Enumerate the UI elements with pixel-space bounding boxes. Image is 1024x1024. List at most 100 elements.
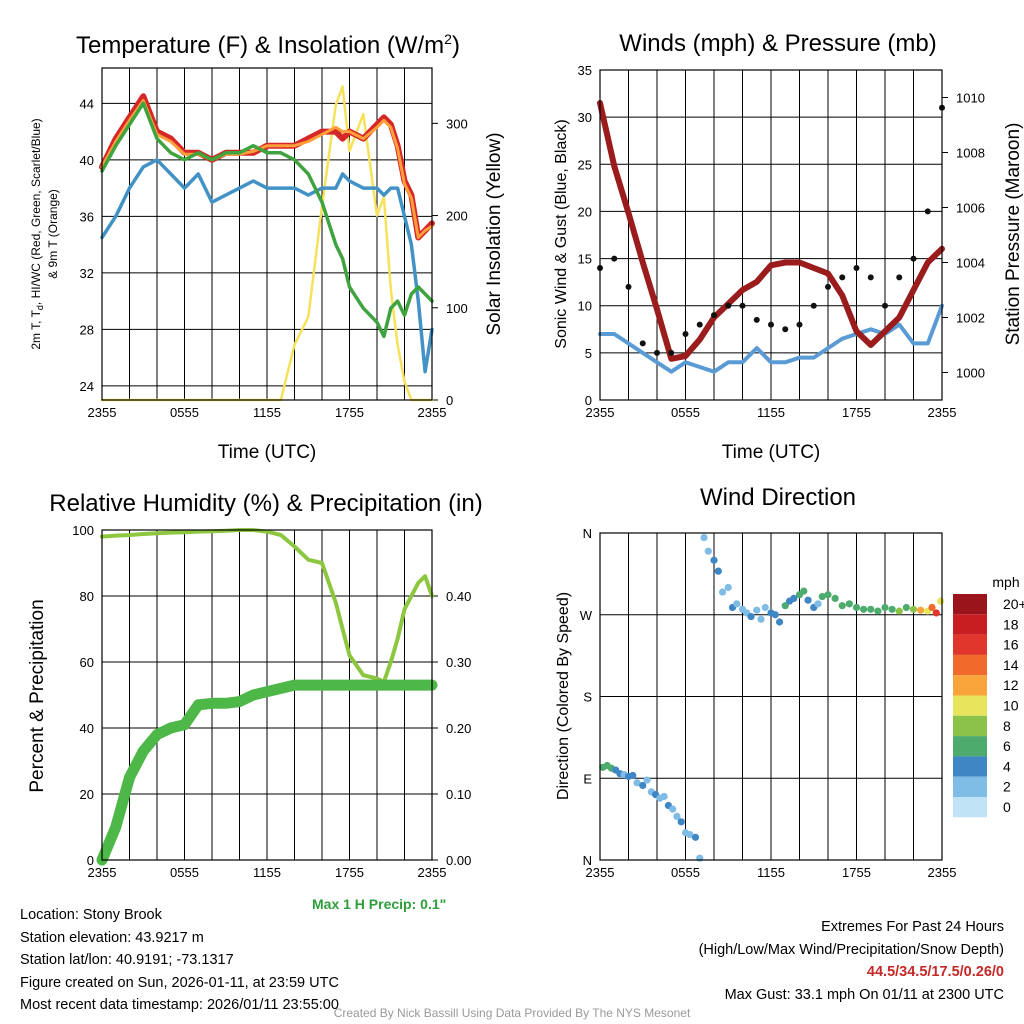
x-axis-label-winds: Time (UTC) xyxy=(722,442,821,463)
y-tick-label-2-1: 20 xyxy=(80,787,94,802)
legend-label-0: 20+ xyxy=(1003,596,1024,612)
x-tick-label-1-1: 0555 xyxy=(671,405,700,420)
direction-point xyxy=(845,600,853,608)
legend-label-8: 4 xyxy=(1003,758,1011,774)
plot-frame-2 xyxy=(101,529,433,861)
legend-label-3: 14 xyxy=(1003,657,1019,673)
x-tick-label-2-0: 2355 xyxy=(88,865,117,880)
y-axis-label-humidity: Percent & Precipitation xyxy=(27,599,48,792)
direction-point xyxy=(710,556,718,564)
legend-swatch-0 xyxy=(953,797,987,818)
direction-point xyxy=(860,605,868,613)
y-tick-label-0-5: 44 xyxy=(80,96,94,111)
y-tick-label-2-2: 40 xyxy=(80,721,94,736)
direction-point xyxy=(633,779,641,787)
series-line-hi-wc xyxy=(100,101,434,339)
legend-swatch-12 xyxy=(953,675,987,696)
legend-label-2: 16 xyxy=(1003,637,1019,653)
x-tick-label-3-3: 1755 xyxy=(842,865,871,880)
y-tick-label-1-6: 30 xyxy=(578,110,592,125)
direction-point xyxy=(629,771,637,780)
legend-swatch-20+ xyxy=(953,594,987,615)
direction-point xyxy=(775,618,784,626)
legend-swatch-2 xyxy=(953,776,987,797)
gust-point xyxy=(753,316,760,323)
x-tick-label-3-2: 1155 xyxy=(757,865,785,880)
legend-label-1: 18 xyxy=(1003,616,1019,632)
series-line-precipitation xyxy=(96,679,438,866)
direction-point xyxy=(824,591,832,599)
x-tick-label-2-3: 1755 xyxy=(335,865,364,880)
gust-point xyxy=(910,255,917,262)
credit-text: Created By Nick Bassill Using Data Provi… xyxy=(333,1006,691,1020)
x-tick-label-3-0: 2355 xyxy=(586,865,615,880)
x-tick-label-0-4: 2355 xyxy=(418,405,447,420)
direction-point xyxy=(714,567,722,575)
direction-point xyxy=(639,781,647,790)
plot-frame-0 xyxy=(101,67,433,401)
gust-point xyxy=(625,283,632,290)
chart-title-winds: Winds (mph) & Pressure (mb) xyxy=(619,30,936,57)
gust-point xyxy=(896,274,903,281)
gust-point xyxy=(668,349,675,356)
y2-tick-label-1-4: 1008 xyxy=(956,146,985,161)
y-tick-label-3-2: S xyxy=(583,690,592,705)
y-axis-label-direction: Direction (Colored By Speed) xyxy=(555,592,572,800)
station-info: Location: Stony Brook Station elevation:… xyxy=(20,904,339,1017)
direction-point xyxy=(696,854,704,862)
x-axis-label-temperature: Time (UTC) xyxy=(218,442,317,463)
gust-point xyxy=(924,208,931,215)
y-tick-label-0-1: 28 xyxy=(80,322,94,337)
y-axis-label-temperature: 2m T, Td, HI/WC (Red, Green, Scarlet/Blu… xyxy=(29,118,45,349)
legend-swatch-8 xyxy=(953,715,987,737)
direction-point xyxy=(733,600,741,608)
y-tick-label-1-5: 25 xyxy=(578,157,592,172)
plot-frame-3 xyxy=(599,532,943,861)
y2-tick-label-1-0: 1000 xyxy=(956,366,985,381)
direction-point xyxy=(643,776,651,784)
gust-point xyxy=(711,312,717,319)
y-tick-label-1-2: 10 xyxy=(578,299,592,314)
y2-tick-label-2-4: 0.40 xyxy=(446,589,471,604)
y2-tick-label-1-5: 1010 xyxy=(956,91,985,106)
gust-point xyxy=(739,302,746,309)
y-tick-label-0-0: 24 xyxy=(80,379,94,394)
direction-point xyxy=(800,587,808,595)
x-tick-label-0-2: 1155 xyxy=(253,405,281,420)
x-tick-label-3-4: 2355 xyxy=(928,865,957,880)
y-axis-label-winds: Sonic Wind & Gust (Blue, Black) xyxy=(553,119,570,348)
gust-point xyxy=(782,326,789,333)
x-tick-label-1-2: 1155 xyxy=(757,405,785,420)
legend-label-6: 8 xyxy=(1003,718,1011,734)
direction-point xyxy=(691,833,700,841)
y2-tick-label-2-0: 0.00 xyxy=(446,853,471,868)
gust-point xyxy=(825,283,831,290)
series-line-9m-t xyxy=(100,99,434,239)
gust-point xyxy=(639,340,646,347)
direction-point xyxy=(718,588,727,596)
latlon-text: Station lat/lon: 40.9191; -73.1317 xyxy=(20,952,234,968)
gust-point xyxy=(839,274,846,281)
y-tick-label-2-3: 60 xyxy=(80,655,94,670)
y2-axis-label-temperature: Solar Insolation (Yellow) xyxy=(484,132,505,335)
gust-point xyxy=(725,302,732,309)
gust-point xyxy=(810,302,817,309)
direction-point xyxy=(902,603,910,612)
direction-point xyxy=(917,606,925,614)
y-tick-label-1-1: 5 xyxy=(585,346,592,361)
y2-tick-label-0-2: 200 xyxy=(446,209,468,224)
gust-point xyxy=(654,349,660,356)
gust-point xyxy=(867,274,874,281)
extremes-values: 44.5/34.5/17.5/0.26/0 xyxy=(866,964,1004,980)
direction-point xyxy=(888,605,896,613)
elevation-text: Station elevation: 43.9217 m xyxy=(20,929,204,946)
direction-point xyxy=(761,603,769,612)
direction-point xyxy=(867,605,875,613)
created-text: Figure created on Sun, 2026-01-11, at 23… xyxy=(20,974,339,991)
gust-point xyxy=(882,302,888,309)
extremes-legend: (High/Low/Max Wind/Precipitation/Snow De… xyxy=(698,941,1004,958)
legend-swatch-4 xyxy=(953,756,987,777)
y-tick-label-3-4: N xyxy=(583,526,592,541)
gust-point xyxy=(768,321,774,328)
